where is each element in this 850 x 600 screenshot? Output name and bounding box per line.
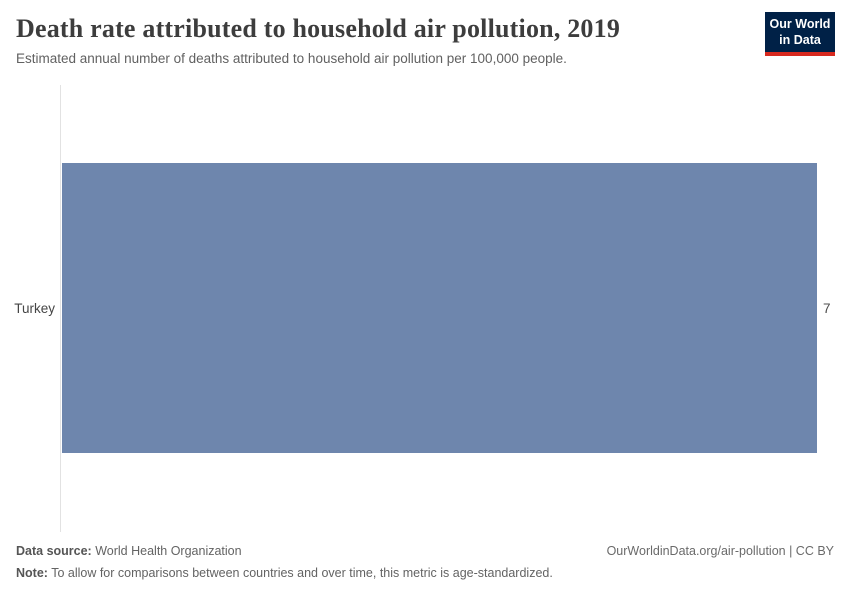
y-axis-line bbox=[60, 85, 61, 532]
chart-header: Death rate attributed to household air p… bbox=[16, 14, 834, 66]
note-line: Note: To allow for comparisons between c… bbox=[16, 565, 834, 582]
rights-link[interactable]: OurWorldinData.org/air-pollution | CC BY bbox=[606, 544, 834, 558]
data-source-label: Data source: bbox=[16, 544, 92, 558]
plot-area: 7 bbox=[62, 163, 831, 453]
owid-logo-line2: in Data bbox=[779, 32, 821, 47]
page-title: Death rate attributed to household air p… bbox=[16, 14, 621, 43]
owid-logo[interactable]: Our World in Data bbox=[765, 12, 835, 57]
note-value: To allow for comparisons between countri… bbox=[51, 565, 553, 580]
owid-logo-line1: Our World bbox=[769, 17, 831, 31]
note-label: Note: bbox=[16, 565, 48, 580]
chart-subtitle: Estimated annual number of deaths attrib… bbox=[16, 51, 567, 66]
chart-footer: Data source: World Health Organization O… bbox=[16, 543, 834, 582]
data-source-line: Data source: World Health Organization bbox=[16, 543, 242, 560]
bar-turkey[interactable] bbox=[62, 163, 817, 453]
data-source-value: World Health Organization bbox=[95, 544, 242, 558]
entity-label-turkey: Turkey bbox=[14, 301, 55, 316]
bar-value-label: 7 bbox=[823, 300, 831, 316]
